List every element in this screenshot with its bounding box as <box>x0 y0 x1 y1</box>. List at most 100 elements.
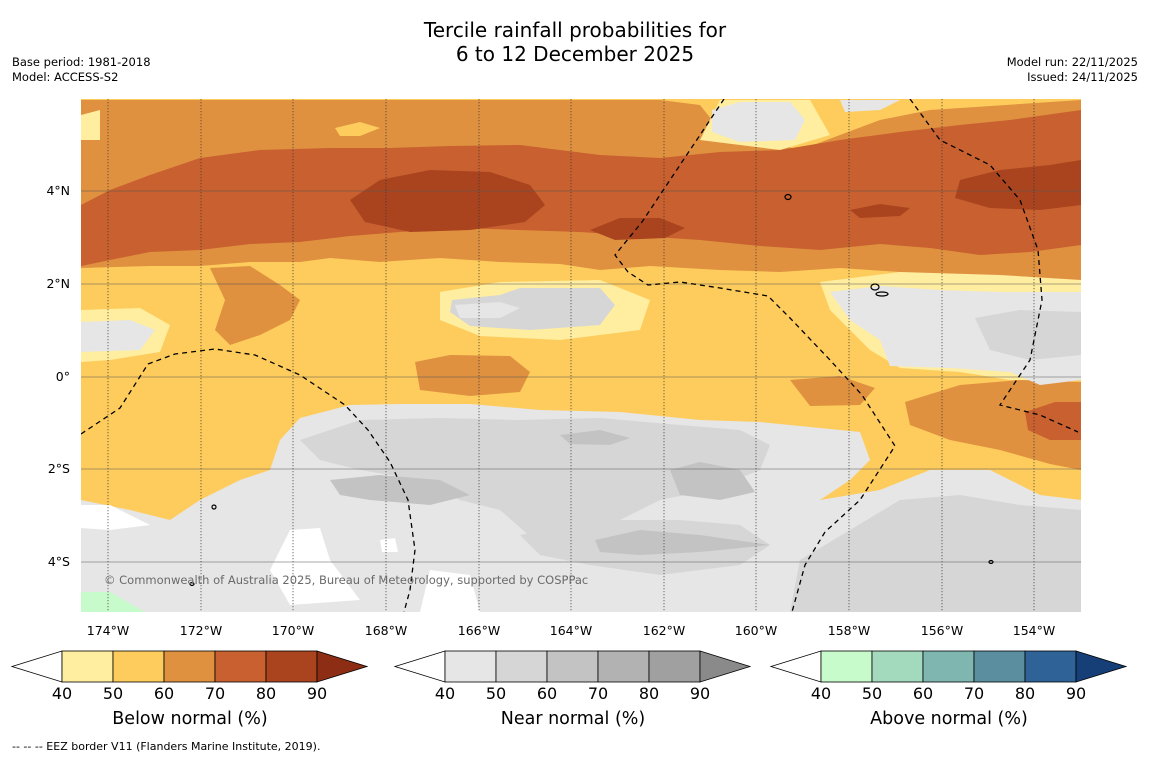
region-near-40-ne2 <box>840 100 900 112</box>
below-tick-label: 70 <box>205 684 225 703</box>
above-tick-label: 50 <box>862 684 882 703</box>
y-axis-ticks: 4°N 2°N 0° 2°S 4°S <box>46 183 70 569</box>
map-title: Tercile rainfall probabilities for 6 to … <box>0 18 1150 66</box>
above-below-40-triangle <box>769 650 822 683</box>
region-below-70 <box>81 110 1081 266</box>
metadata-left: Base period: 1981-2018 Model: ACCESS-S2 <box>12 55 151 85</box>
colorbar-near-normal: 40 50 60 70 80 90 <box>393 650 752 703</box>
x-tick-160w: 160°W <box>735 623 777 638</box>
region-near-50-southeast <box>790 495 1081 612</box>
above-tick-label: 70 <box>964 684 984 703</box>
colorbar-near-title: Near normal (%) <box>500 709 646 729</box>
x-tick-162w: 162°W <box>643 623 685 638</box>
above-segment-40 <box>820 650 873 683</box>
metadata-right: Model run: 22/11/2025 Issued: 24/11/2025 <box>1007 55 1138 85</box>
below-below-40-triangle <box>10 650 63 683</box>
x-axis-ticks: 174°W 172°W 170°W 168°W 166°W 164°W 162°… <box>87 623 1055 638</box>
near-segment-40 <box>444 650 497 683</box>
copyright-text: © Commonwealth of Australia 2025, Bureau… <box>104 573 588 587</box>
near-segment-80 <box>648 650 701 683</box>
region-near-50-north <box>450 288 615 330</box>
near-segment-70 <box>597 650 650 683</box>
below-tick-label: 40 <box>52 684 72 703</box>
region-near-40-north <box>455 302 520 318</box>
below-above-90-triangle <box>316 650 369 683</box>
region-below-60-east <box>790 376 875 406</box>
region-below-40-top-a <box>81 110 100 140</box>
x-tick-168w: 168°W <box>365 623 407 638</box>
x-tick-170w: 170°W <box>272 623 314 638</box>
latitude-lines <box>81 190 1081 563</box>
y-tick-0: 0° <box>56 369 70 384</box>
region-near-40-west <box>81 320 155 352</box>
y-tick-4n: 4°N <box>46 183 70 198</box>
region-no-signal-c <box>380 538 398 552</box>
region-below-60-tongue <box>210 266 300 345</box>
region-below-80-a <box>350 170 545 232</box>
model-run-label: Model run: 22/11/2025 <box>1006 55 1138 69</box>
region-near-50-east <box>975 310 1081 360</box>
y-tick-2n: 2°N <box>46 276 70 291</box>
x-tick-172w: 172°W <box>180 623 222 638</box>
near-tick-label: 70 <box>588 684 608 703</box>
near-segment-60 <box>546 650 599 683</box>
y-tick-2s: 2°S <box>48 461 70 476</box>
islands <box>189 193 994 587</box>
region-above-40-a <box>81 592 145 612</box>
region-below-40-top-b <box>335 122 380 136</box>
region-near-60-south-c <box>670 462 755 500</box>
above-above-90-triangle <box>1075 650 1128 683</box>
near-above-90-triangle <box>699 650 752 683</box>
colorbar-above-title: Above normal (%) <box>870 709 1028 729</box>
below-segment-40 <box>61 650 114 683</box>
region-below-80-d <box>955 160 1081 210</box>
above-tick-label: 80 <box>1015 684 1035 703</box>
near-segment-50 <box>495 650 548 683</box>
below-tick-label: 80 <box>256 684 276 703</box>
region-near-60-south-a <box>560 430 630 445</box>
below-segment-80 <box>265 650 318 683</box>
below-tick-label: 50 <box>103 684 123 703</box>
below-segment-70 <box>214 650 267 683</box>
region-below-80-c <box>850 204 910 218</box>
map-plot-area: © Commonwealth of Australia 2025, Bureau… <box>81 99 1081 612</box>
eez-legend-note: -- -- -- EEZ border V11 (Flanders Marine… <box>12 740 321 753</box>
title-line-2: 6 to 12 December 2025 <box>455 42 695 66</box>
near-tick-label: 40 <box>435 684 455 703</box>
x-tick-158w: 158°W <box>828 623 870 638</box>
above-tick-label: 40 <box>811 684 831 703</box>
near-tick-label: 90 <box>690 684 710 703</box>
x-tick-164w: 164°W <box>550 623 592 638</box>
near-tick-label: 50 <box>486 684 506 703</box>
near-tick-label: 80 <box>639 684 659 703</box>
region-no-signal-a <box>81 505 150 530</box>
region-near-60-south-d <box>330 475 470 505</box>
near-below-40-triangle <box>393 650 446 683</box>
base-period-label: Base period: 1981-2018 <box>12 55 151 69</box>
region-near-50-south <box>300 418 770 545</box>
region-below-60-east2 <box>905 380 1081 470</box>
region-no-signal-d <box>420 570 480 612</box>
colorbar-below-title: Below normal (%) <box>112 709 268 729</box>
below-tick-label: 60 <box>154 684 174 703</box>
x-tick-174w: 174°W <box>87 623 129 638</box>
issued-label: Issued: 24/11/2025 <box>1027 70 1138 84</box>
region-below-80-b <box>590 218 685 240</box>
region-near-60-south-b <box>595 530 770 555</box>
model-label: Model: ACCESS-S2 <box>12 70 119 84</box>
near-tick-label: 60 <box>537 684 557 703</box>
region-no-signal-b <box>270 528 360 605</box>
colorbar-below-normal: 40 50 60 70 80 90 <box>10 650 369 703</box>
x-tick-156w: 156°W <box>921 623 963 638</box>
below-segment-60 <box>163 650 216 683</box>
above-segment-60 <box>922 650 975 683</box>
above-segment-50 <box>871 650 924 683</box>
eez-borders <box>81 99 1079 612</box>
x-tick-166w: 166°W <box>458 623 500 638</box>
above-tick-label: 60 <box>913 684 933 703</box>
y-tick-4s: 4°S <box>48 554 70 569</box>
above-segment-80 <box>1024 650 1077 683</box>
above-tick-label: 90 <box>1066 684 1086 703</box>
title-line-1: Tercile rainfall probabilities for <box>423 18 727 42</box>
